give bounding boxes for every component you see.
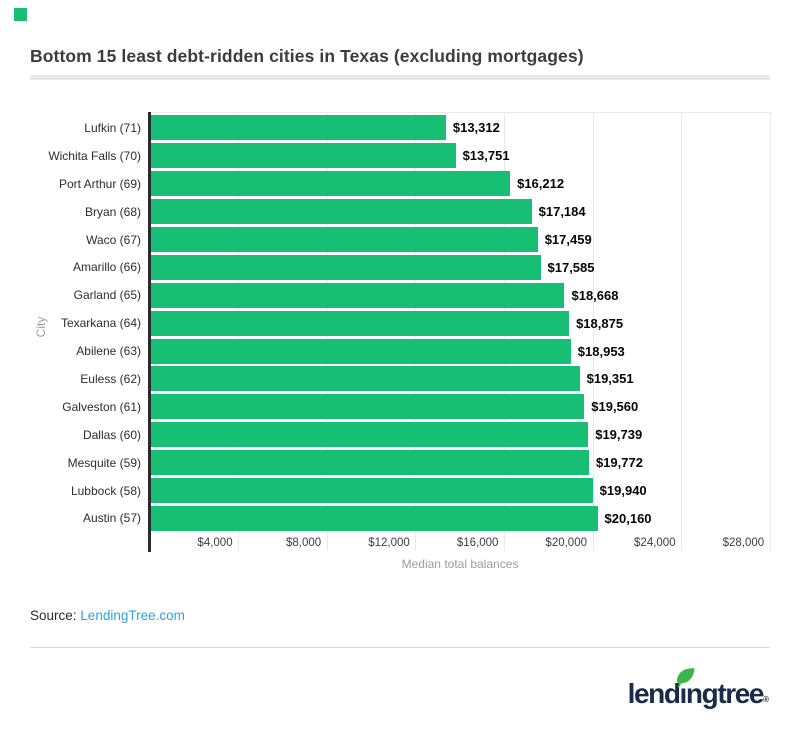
y-axis-category-label: Waco (67) (86, 232, 141, 247)
bar (151, 199, 532, 225)
bar-row: Austin (57) $20,160 (0, 504, 800, 532)
x-axis-tick-label: $20,000 (545, 537, 587, 549)
y-axis-category-label: Dallas (60) (82, 427, 141, 442)
bar-value-label: $19,772 (595, 455, 643, 471)
bar-value-label: $13,312 (452, 120, 500, 136)
bar (151, 338, 571, 364)
bar-row: Mesquite (59) $19,772 (0, 449, 800, 477)
bar (151, 171, 511, 197)
bar (151, 450, 589, 476)
bar-row: Port Arthur (69) $16,212 (0, 170, 800, 198)
bar (151, 505, 598, 531)
y-axis-line (148, 112, 151, 552)
bottom-divider (30, 647, 770, 648)
bar-value-label: $19,739 (595, 427, 643, 443)
bar-value-label: $16,212 (517, 176, 565, 192)
bar (151, 115, 446, 141)
bar (151, 254, 541, 280)
y-axis-category-label: Lubbock (58) (70, 483, 141, 498)
bar-row: Euless (62) $19,351 (0, 365, 800, 393)
y-axis-category-label: Amarillo (66) (72, 260, 141, 275)
y-axis-category-label: Euless (62) (80, 371, 141, 386)
y-axis-category-label: Wichita Falls (70) (48, 148, 141, 163)
x-axis-tick-label: $8,000 (286, 537, 322, 549)
bar-row: Lubbock (58) $19,940 (0, 477, 800, 505)
bar-value-label: $13,751 (462, 148, 510, 164)
x-axis-title: Median total balances (401, 557, 519, 571)
bar-value-label: $19,351 (586, 371, 634, 387)
y-axis-category-label: Austin (57) (82, 511, 141, 526)
x-axis-tick-label: $12,000 (368, 537, 410, 549)
bar-chart: City Lufkin (71) $13,312 Wichita Falls (70… (0, 112, 800, 571)
bar-row: Amarillo (66) $17,585 (0, 253, 800, 281)
y-axis-category-label: Lufkin (71) (84, 120, 141, 135)
y-axis-category-label: Garland (65) (73, 288, 141, 303)
plot-top-border (150, 112, 770, 113)
gridline (681, 112, 683, 551)
bar-row: Bryan (68) $17,184 (0, 198, 800, 226)
bar-row: Abilene (63) $18,953 (0, 337, 800, 365)
y-axis-category-label: Port Arthur (69) (58, 176, 141, 191)
x-axis-tick-label: $28,000 (722, 537, 765, 549)
bar-value-label: $17,459 (544, 232, 592, 247)
gridline (592, 112, 594, 551)
y-axis-category-label: Mesquite (59) (67, 455, 141, 470)
bar-row: Dallas (60) $19,739 (0, 421, 800, 449)
x-axis-tick-label: $4,000 (197, 537, 233, 549)
bar (151, 422, 589, 448)
bar (151, 478, 593, 504)
gridline (769, 112, 771, 551)
bar (151, 143, 456, 169)
brand-square-icon (14, 8, 27, 21)
y-axis-category-label: Galveston (61) (62, 399, 141, 414)
bar-row: Lufkin (71) $13,312 (0, 114, 800, 142)
bar-row: Garland (65) $18,668 (0, 281, 800, 309)
bar (151, 394, 585, 420)
x-axis-tick-label: $16,000 (456, 537, 499, 549)
x-axis-tick-label: $24,000 (634, 537, 676, 549)
logo-word: lendıngtree (627, 678, 765, 709)
header-divider (30, 75, 770, 80)
bar-rows: Lufkin (71) $13,312 Wichita Falls (70) $13,… (0, 114, 800, 532)
bar-value-label: $18,875 (576, 315, 624, 331)
bar-value-label: $20,160 (604, 510, 652, 526)
source-link[interactable]: LendingTree.com (80, 608, 185, 623)
bar (151, 366, 580, 392)
y-axis-category-label: Abilene (63) (76, 344, 141, 359)
bar-row: Galveston (61) $19,560 (0, 393, 800, 421)
bar (151, 310, 570, 336)
bar (151, 282, 565, 308)
bar-value-label: $19,940 (599, 483, 647, 499)
source-label: Source: (30, 608, 77, 623)
lendingtree-logo: lendıngtree® (627, 668, 769, 720)
leaf-icon (676, 668, 695, 688)
bar-row: Texarkana (64) $18,875 (0, 309, 800, 337)
bar-value-label: $19,560 (591, 399, 639, 415)
source-row: Source: LendingTree.com (30, 608, 185, 623)
bar-value-label: $18,953 (577, 343, 625, 359)
bar-value-label: $17,585 (547, 259, 595, 275)
y-axis-category-label: Texarkana (64) (60, 316, 141, 331)
bar-row: Waco (67) $17,459 (0, 226, 800, 254)
registered-mark: ® (763, 695, 769, 704)
bar (151, 227, 538, 252)
y-axis-category-label: Bryan (68) (84, 204, 141, 219)
bar-value-label: $18,668 (571, 287, 619, 303)
bar-value-label: $17,184 (538, 204, 586, 220)
chart-title: Bottom 15 least debt-ridden cities in Te… (30, 46, 584, 66)
bar-row: Wichita Falls (70) $13,751 (0, 142, 800, 170)
lendingtree-logo-text: lendıngtree® (627, 668, 769, 716)
x-axis-ticks: $4,000 $8,000 $12,000 $16,000 $20,000 $24,000… (150, 537, 800, 553)
